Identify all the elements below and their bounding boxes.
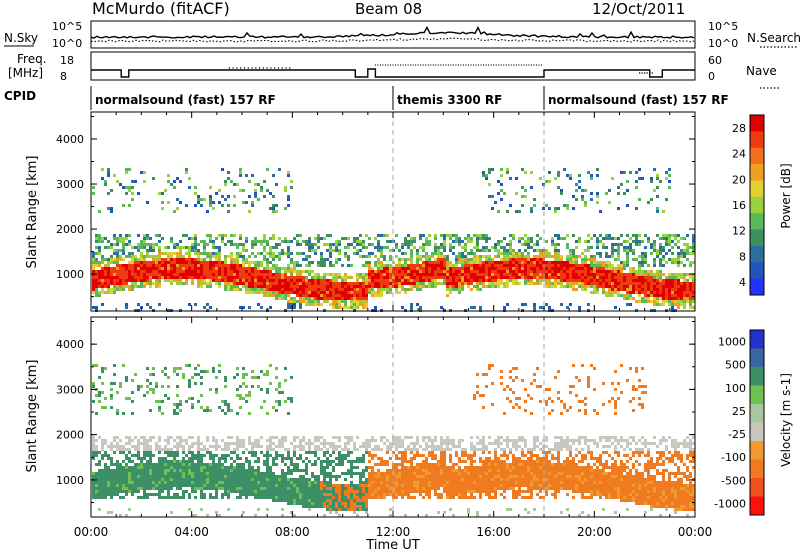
colorbar-tick-label: 12 [732, 225, 746, 238]
y-tick-label: 4000 [56, 133, 84, 146]
cpid-segments: normalsound (fast) 157 RF themis 3300 RF n… [90, 86, 729, 110]
nave-dots [228, 64, 653, 74]
colorbar-tick-label: 20 [732, 173, 746, 186]
power-data [92, 168, 695, 312]
x-axis-label: Time UT [365, 538, 419, 553]
power-colorbar: 28 24 20 16 12 8 4 [732, 114, 765, 296]
x-tick-label: 00:00 [678, 525, 713, 539]
y-tick-label: 1000 [56, 474, 84, 487]
cpid-segment-2: normalsound (fast) 157 RF [548, 93, 729, 107]
noise-sky-label: N.Sky [4, 31, 38, 45]
freq-tick-top: 18 [60, 54, 74, 67]
colorbar-tick-label: -100 [721, 451, 746, 464]
y-tick-label: 3000 [56, 178, 84, 191]
nave-tick-top: 60 [708, 54, 722, 67]
x-tick-label: 20:00 [577, 525, 612, 539]
beam-title: Beam 08 [355, 0, 422, 18]
colorbar-tick-label: 4 [739, 276, 746, 289]
velocity-panel: 1000 2000 3000 4000 Slant Range [km] [25, 316, 696, 518]
freq-label-line2: [MHz] [8, 66, 43, 80]
velocity-ylabel: Slant Range [km] [25, 360, 40, 473]
station-title: McMurdo (fitACF) [92, 0, 230, 18]
x-tick-label: 04:00 [174, 525, 209, 539]
colorbar-tick-label: 24 [732, 148, 746, 161]
y-tick-label: 2000 [56, 429, 84, 442]
cpid-segment-1: themis 3300 RF [397, 93, 502, 107]
power-panel: 1000 2000 3000 4000 Slant Range [km] [25, 111, 696, 312]
velocity-axes: 1000 2000 3000 4000 [56, 316, 696, 518]
x-axis-ticks: 00:00 04:00 08:00 12:00 16:00 20:00 00:00 [74, 525, 713, 539]
power-ylabel: Slant Range [km] [25, 156, 40, 269]
cpid-segment-0: normalsound (fast) 157 RF [95, 93, 276, 107]
velocity-colorbar-label: Velocity [m s-1] [779, 373, 793, 467]
nave-tick-bottom: 0 [708, 70, 715, 83]
colorbar-tick-label: 8 [739, 250, 746, 263]
y-tick-label: 2000 [56, 223, 84, 236]
colorbar-tick-label: -1000 [714, 497, 746, 510]
nave-label: Nave [746, 64, 777, 78]
power-axes: 1000 2000 3000 4000 [56, 111, 696, 312]
power-colorbar-label: Power [dB] [779, 163, 793, 228]
date-title: 12/Oct/2011 [592, 0, 685, 18]
freq-tick-bottom: 8 [60, 70, 67, 83]
colorbar-tick-label: 16 [732, 199, 746, 212]
noise-panel-frame [90, 20, 696, 49]
freq-label-line1: Freq. [17, 52, 47, 66]
cpid-label: CPID [4, 89, 36, 103]
noise-right-tick-bottom: 10^0 [708, 37, 738, 50]
velocity-data [92, 364, 695, 517]
noise-search-line [91, 37, 695, 43]
x-tick-label: 16:00 [476, 525, 511, 539]
colorbar-tick-label: -500 [721, 474, 746, 487]
colorbar-tick-label: 28 [732, 122, 746, 135]
velocity-colorbar: 1000 500 100 25 -25 -100 -500 -1000 [714, 329, 765, 516]
frequency-line [91, 68, 695, 78]
x-tick-label: 08:00 [275, 525, 310, 539]
colorbar-tick-label: 25 [732, 405, 746, 418]
y-tick-label: 4000 [56, 338, 84, 351]
colorbar-tick-label: 100 [725, 382, 746, 395]
colorbar-tick-label: 500 [725, 359, 746, 372]
noise-sky-line [90, 25, 695, 39]
colorbar-tick-label: 1000 [718, 336, 746, 349]
y-tick-label: 1000 [56, 268, 84, 281]
noise-search-label: N.Search [747, 31, 800, 45]
noise-right-tick-top: 10^5 [708, 20, 738, 33]
noise-left-tick-bottom: 10^0 [52, 37, 82, 50]
freq-panel-frame [90, 51, 696, 81]
noise-left-tick-top: 10^5 [52, 20, 82, 33]
colorbar-tick-label: -25 [728, 428, 746, 441]
y-tick-label: 3000 [56, 383, 84, 396]
x-tick-label: 12:00 [376, 525, 411, 539]
x-tick-label: 00:00 [74, 525, 109, 539]
